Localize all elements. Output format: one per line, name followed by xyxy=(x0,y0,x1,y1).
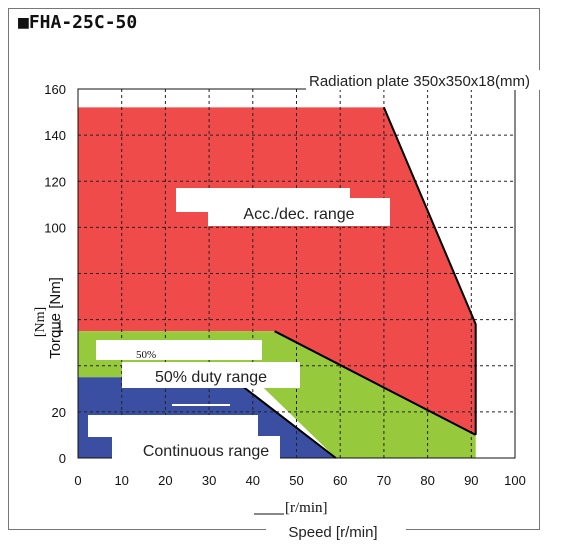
x-tick-labels: 0 10 20 30 40 50 60 70 80 90 100 xyxy=(74,473,525,488)
cont-label-bg-b xyxy=(112,436,280,460)
y-tick-120: 120 xyxy=(44,174,66,189)
acc-dec-range-label: Acc./dec. range xyxy=(243,206,354,223)
boundary-lines xyxy=(230,107,477,459)
cont-label-bg-a xyxy=(88,415,258,437)
x-tick-40: 40 xyxy=(246,473,260,488)
x-tick-10: 10 xyxy=(114,473,128,488)
y-tick-20: 20 xyxy=(52,405,66,420)
grid-lines xyxy=(77,88,516,459)
y-axis-label: Torque [Nm] xyxy=(47,277,64,359)
y-tick-160: 160 xyxy=(44,82,66,97)
chart-heading: ■FHA-25C-50 xyxy=(18,12,137,33)
x-axis-label: Speed [r/min] xyxy=(288,524,377,541)
x-tick-60: 60 xyxy=(333,473,347,488)
plot-border xyxy=(77,88,516,459)
x-tick-90: 90 xyxy=(464,473,478,488)
range-areas xyxy=(78,107,476,459)
y-tick-0: 0 xyxy=(59,451,66,466)
continuous-range-label: Continuous range xyxy=(143,443,269,460)
y-tick-100: 100 xyxy=(44,220,66,235)
acc-label-bg-b xyxy=(208,198,390,226)
x-tick-70: 70 xyxy=(377,473,391,488)
boundary-line-0 xyxy=(382,107,477,435)
x-tick-80: 80 xyxy=(420,473,434,488)
y-tick-labels: 0 20 100 120 140 160 xyxy=(44,82,66,466)
duty-range-label: 50% duty range xyxy=(155,369,267,386)
x-tick-50: 50 xyxy=(289,473,303,488)
duty-label-bg-a xyxy=(96,340,262,360)
x-tick-20: 20 xyxy=(158,473,172,488)
boundary-line-1 xyxy=(274,330,477,436)
x-tick-0: 0 xyxy=(74,473,81,488)
boundary-line-2 xyxy=(230,376,337,459)
x-axis-label-alt: [r/min] xyxy=(285,500,328,516)
radiation-plate-note: Radiation plate 350x350x18(mm) xyxy=(309,73,530,90)
x-tick-30: 30 xyxy=(202,473,216,488)
x-label-bg xyxy=(266,520,406,542)
duty-label-bg-b xyxy=(122,362,300,388)
y-tick-140: 140 xyxy=(44,128,66,143)
x-tick-100: 100 xyxy=(504,473,526,488)
note-bg xyxy=(306,70,572,90)
duty-range-alt-label: 50% xyxy=(136,349,156,361)
y-axis-label-alt: [Nm] xyxy=(33,307,48,337)
